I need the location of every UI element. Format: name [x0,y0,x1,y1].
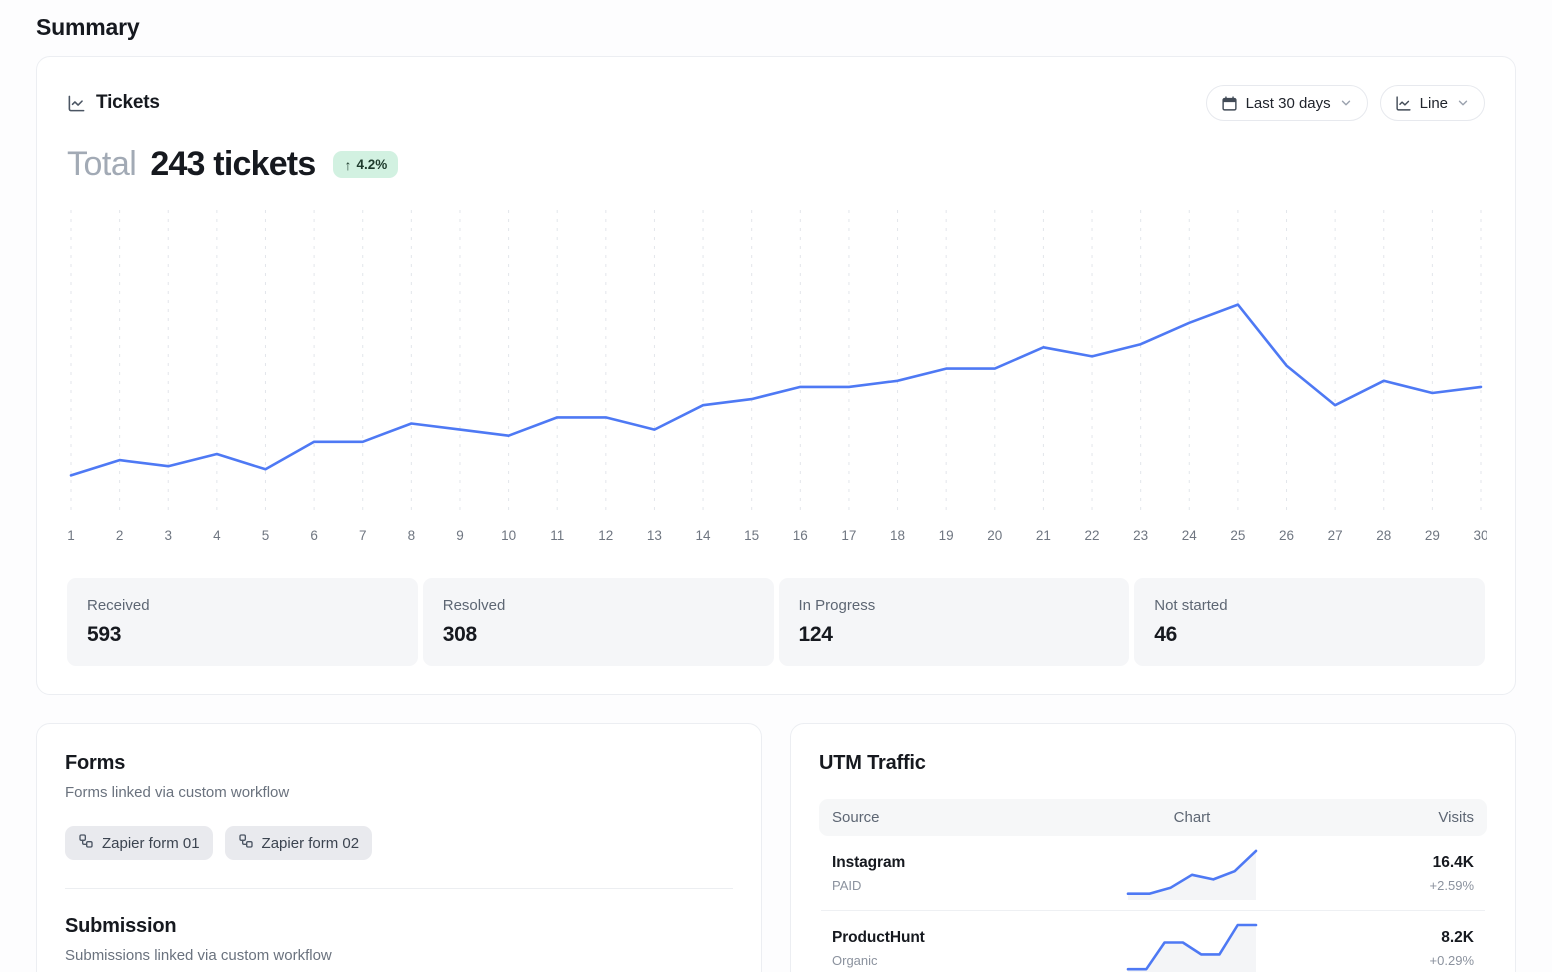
stat-box-received: Received 593 [67,578,418,666]
svg-text:10: 10 [501,528,516,543]
forms-card: Forms Forms linked via custom workflow Z… [36,723,762,972]
date-range-label: Last 30 days [1245,94,1331,112]
source-name: ProductHunt [832,928,925,946]
chart-line-icon [67,94,86,113]
chart-line-icon [1395,95,1412,112]
divider [65,888,733,889]
visits-change: +0.29% [1429,952,1474,968]
stat-label: Received [87,597,150,614]
stat-value: 308 [442,623,477,646]
utm-title: UTM Traffic [819,752,926,774]
stat-box-not-started: Not started 46 [1134,578,1485,666]
svg-text:15: 15 [744,528,759,543]
stat-label: In Progress [798,597,876,614]
svg-text:2: 2 [116,528,124,543]
source-name: Instagram [832,853,906,871]
forms-title: Forms [65,752,126,774]
tag-label: Zapier form 01 [102,834,200,852]
column-header-visits: Visits [1438,809,1474,826]
svg-text:13: 13 [647,528,662,543]
stat-box-in-progress: In Progress 124 [778,578,1130,666]
svg-text:16: 16 [793,528,808,543]
source-type: Organic [832,952,878,968]
zapier-form-02-tag[interactable]: Zapier form 02 [224,826,373,860]
stat-value: 593 [87,623,122,646]
forms-subtitle: Forms linked via custom workflow [65,784,290,801]
source-type: PAID [832,877,862,893]
svg-text:8: 8 [408,528,416,543]
visits-value: 8.2K [1441,928,1474,946]
svg-text:28: 28 [1376,528,1391,543]
change-badge: ↑ 4.2% [333,151,399,178]
producthunt-sparkline [1067,921,1317,972]
table-row-instagram: Instagram PAID 16.4K +2.59% [819,836,1487,910]
chart-type-dropdown[interactable]: Line [1379,85,1485,121]
visits-change: +2.59% [1429,877,1474,893]
tickets-card: Tickets Last 30 days [36,56,1516,695]
svg-text:26: 26 [1279,528,1294,543]
svg-text:14: 14 [696,528,712,543]
svg-text:20: 20 [987,528,1002,543]
svg-text:12: 12 [598,528,613,543]
svg-text:22: 22 [1085,528,1100,543]
svg-text:21: 21 [1036,528,1051,543]
tickets-line-chart: 1 2 3 4 5 6 7 8 9 10 11 12 13 14 15 16 17 18 19 20 21 22 23 24 2… [67,210,1487,546]
tag-label: Zapier form 02 [261,834,360,852]
column-header-chart: Chart [1173,809,1211,826]
stat-label: Not started [1154,597,1228,614]
chevron-down-icon [1339,96,1353,110]
submission-subtitle: Submissions linked via custom workflow [65,947,332,964]
tickets-card-title: Tickets [96,92,160,113]
svg-text:30: 30 [1473,528,1487,543]
workflow-icon [238,833,254,853]
total-value: 243 tickets [150,145,316,183]
utm-traffic-card: UTM Traffic Source Chart Visits Instagra… [790,723,1516,972]
submission-title: Submission [65,915,177,937]
utm-table: Source Chart Visits Instagram PAID 16.4K… [819,799,1487,972]
svg-text:19: 19 [939,528,954,543]
svg-text:5: 5 [262,528,270,543]
date-range-dropdown[interactable]: Last 30 days [1205,85,1368,121]
visits-value: 16.4K [1432,853,1474,871]
svg-text:23: 23 [1133,528,1148,543]
divider [821,910,1485,911]
page-title: Summary [36,14,140,40]
svg-text:17: 17 [841,528,856,543]
instagram-sparkline [1067,846,1317,900]
svg-text:29: 29 [1425,528,1440,543]
svg-text:1: 1 [67,528,75,543]
utm-table-header: Source Chart Visits [819,799,1487,836]
table-row-producthunt: ProductHunt Organic 8.2K +0.29% [819,911,1487,972]
workflow-icon [78,833,94,853]
svg-text:25: 25 [1230,528,1245,543]
svg-text:18: 18 [890,528,905,543]
arrow-up-icon: ↑ [344,156,352,173]
svg-text:24: 24 [1182,528,1198,543]
stat-box-resolved: Resolved 308 [422,578,774,666]
chart-type-label: Line [1419,94,1448,112]
svg-text:27: 27 [1328,528,1343,543]
svg-text:9: 9 [456,528,464,543]
stat-value: 46 [1154,623,1178,646]
chevron-down-icon [1456,96,1470,110]
total-label: Total [67,145,137,183]
svg-text:3: 3 [164,528,172,543]
stat-label: Resolved [442,597,506,614]
calendar-icon [1221,95,1238,112]
svg-text:6: 6 [310,528,318,543]
svg-text:7: 7 [359,528,367,543]
svg-text:4: 4 [213,528,221,543]
change-badge-value: 4.2% [356,157,388,172]
zapier-form-01-tag[interactable]: Zapier form 01 [65,826,213,860]
stat-value: 124 [798,623,833,646]
svg-text:11: 11 [550,528,564,543]
column-header-source: Source [832,809,880,826]
